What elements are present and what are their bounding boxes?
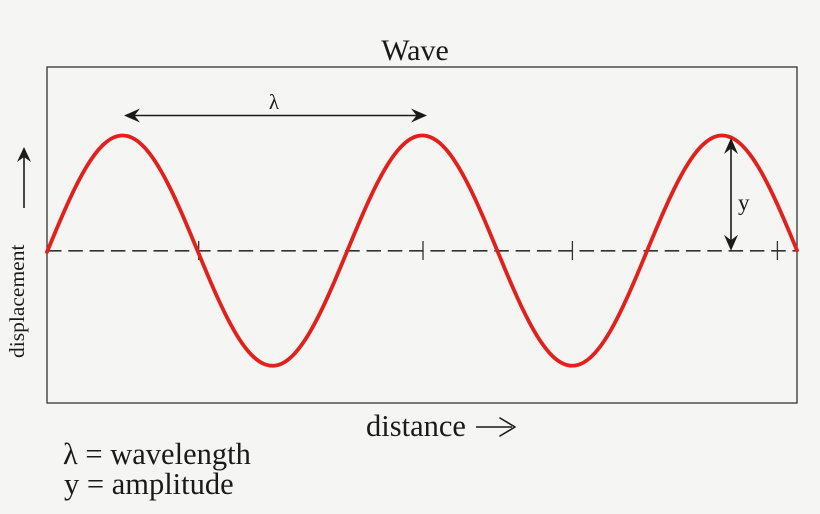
svg-text:displacement: displacement (5, 245, 29, 358)
svg-text:λ: λ (269, 90, 280, 114)
svg-text:Wave: Wave (381, 34, 449, 67)
svg-text:λ = wavelength: λ = wavelength (63, 437, 251, 471)
svg-text:y: y (738, 190, 750, 215)
svg-text:distance: distance (366, 409, 466, 443)
svg-text:y = amplitude: y = amplitude (64, 467, 234, 501)
